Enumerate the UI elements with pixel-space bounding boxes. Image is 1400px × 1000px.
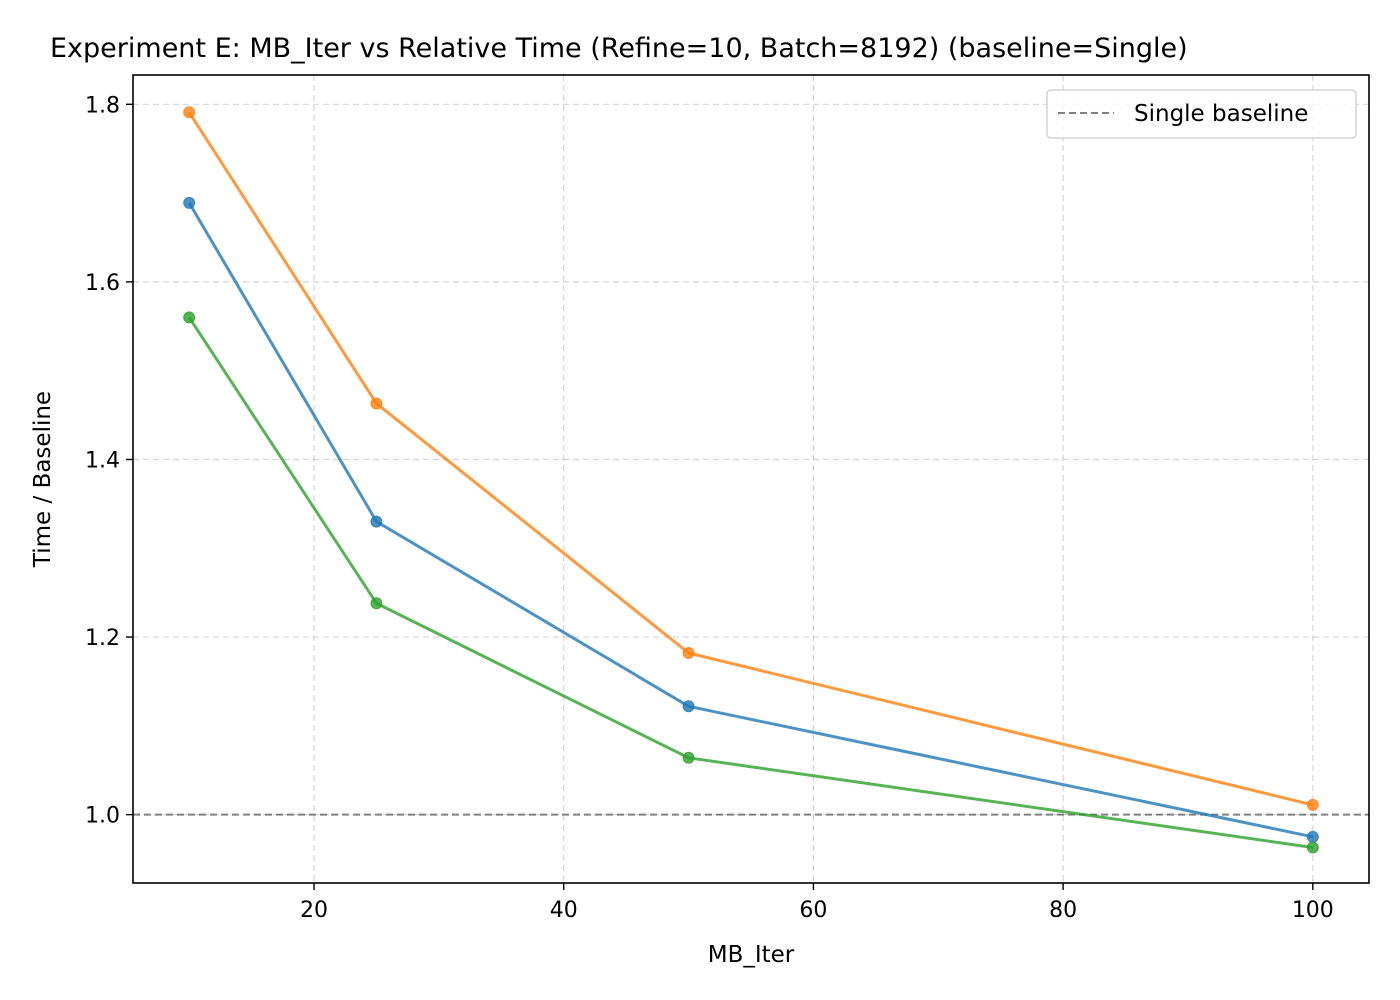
x-axis-label: MB_Iter [708,942,795,968]
series-3-point [1306,841,1319,854]
legend-label: Single baseline [1134,101,1308,127]
series-lines [187,111,1314,849]
x-tick-label: 80 [1049,898,1077,923]
x-tick-label: 100 [1292,898,1334,923]
chart-title: Experiment E: MB_Iter vs Relative Time (… [50,33,1188,64]
y-axis: 1.0 1.2 1.4 1.6 1.8 [85,93,133,829]
series-1-point [1306,830,1319,843]
grid [133,75,1369,883]
y-tick-label: 1.8 [85,93,120,118]
series-1-point [183,196,196,209]
series-line-1 [187,202,1314,839]
series-3-point [682,751,695,764]
y-tick-label: 1.2 [85,626,120,651]
series-3-point [370,597,383,610]
series-3-point [183,311,196,324]
plot-frame [132,74,1370,884]
y-tick-label: 1.0 [85,804,120,829]
series-line-2 [187,111,1314,807]
y-axis-label: Time / Baseline [30,391,56,568]
series-points [183,106,1319,854]
y-tick-label: 1.4 [85,448,120,473]
series-2-point [682,647,695,660]
series-2-point [1306,798,1319,811]
series-line-3 [187,316,1314,849]
x-axis: 20 40 60 80 100 [300,883,1334,923]
series-2-point [370,397,383,410]
series-1-point [682,700,695,713]
legend-box [1046,89,1357,139]
series-1-point [370,515,383,528]
series-2-point [183,106,196,119]
y-tick-label: 1.6 [85,271,120,296]
x-tick-label: 60 [799,898,827,923]
x-tick-label: 20 [300,898,328,923]
x-tick-label: 40 [550,898,578,923]
legend: Single baseline [1046,89,1357,139]
